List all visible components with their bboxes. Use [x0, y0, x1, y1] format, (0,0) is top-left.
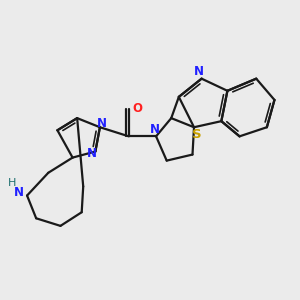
- Text: N: N: [150, 123, 160, 136]
- Text: N: N: [194, 65, 204, 79]
- Text: O: O: [132, 102, 142, 115]
- Text: N: N: [14, 186, 24, 199]
- Text: H: H: [8, 178, 17, 188]
- Text: S: S: [192, 128, 202, 141]
- Text: N: N: [97, 117, 107, 130]
- Text: N: N: [87, 146, 97, 160]
